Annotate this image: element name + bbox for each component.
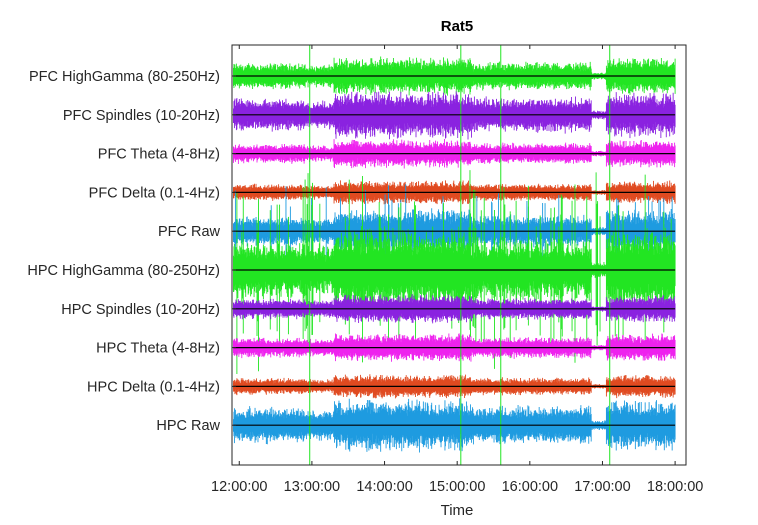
y-tick-label: HPC HighGamma (80-250Hz)	[27, 263, 220, 279]
chart-title: Rat5	[441, 18, 474, 35]
y-tick-label: PFC Raw	[158, 224, 221, 240]
x-tick-label: 14:00:00	[356, 479, 412, 495]
y-tick-label: PFC Theta (4-8Hz)	[98, 147, 220, 163]
x-tick-label: 15:00:00	[429, 479, 485, 495]
x-axis: 12:00:00 13:00:00 14:00:00 15:00:00 16:00:00…	[211, 45, 703, 495]
x-tick-label: 13:00:00	[284, 479, 340, 495]
y-tick-label: PFC Spindles (10-20Hz)	[63, 108, 220, 124]
y-tick-label: PFC HighGamma (80-250Hz)	[29, 69, 220, 85]
y-tick-label: HPC Delta (0.1-4Hz)	[87, 379, 220, 395]
x-tick-label: 17:00:00	[574, 479, 630, 495]
x-tick-label: 18:00:00	[647, 479, 703, 495]
y-tick-label: HPC Raw	[156, 418, 220, 434]
x-tick-label: 16:00:00	[502, 479, 558, 495]
y-tick-label: PFC Delta (0.1-4Hz)	[89, 185, 220, 201]
plot-area-border	[231, 44, 687, 466]
x-axis-label: Time	[441, 502, 474, 519]
x-tick-label: 12:00:00	[211, 479, 267, 495]
y-tick-label: HPC Theta (4-8Hz)	[96, 341, 220, 357]
y-tick-label: HPC Spindles (10-20Hz)	[61, 302, 220, 318]
baseline-lines	[233, 75, 676, 426]
y-axis: PFC HighGamma (80-250Hz) PFC Spindles (10…	[27, 69, 236, 434]
